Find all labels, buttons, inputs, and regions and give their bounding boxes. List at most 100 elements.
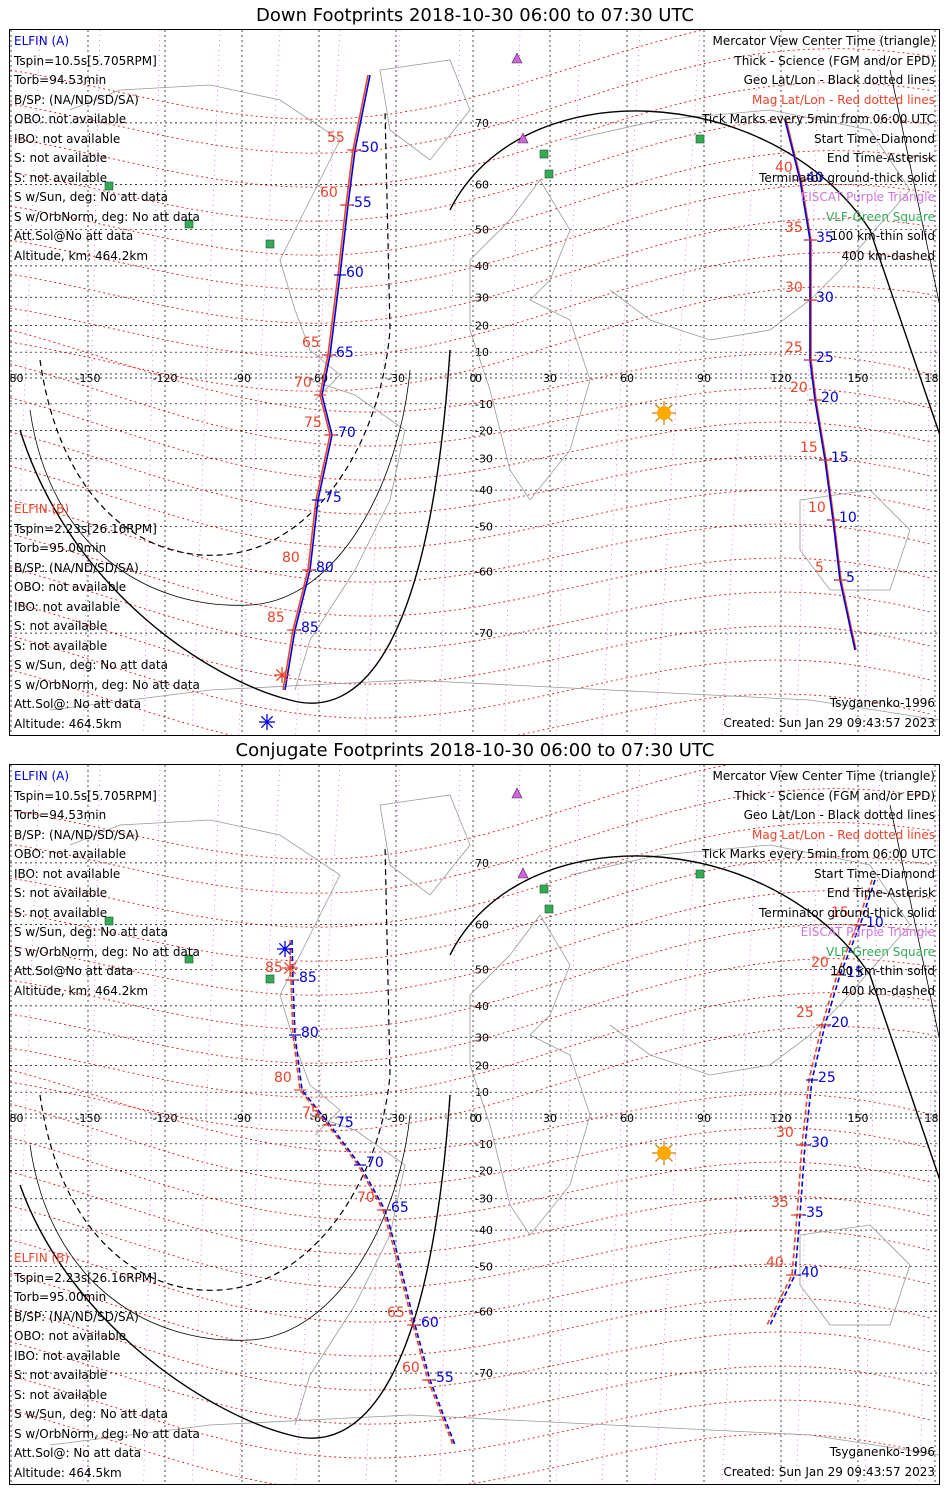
info-line: Att.Sol@: No att data — [14, 1446, 142, 1460]
info-line: Mercator View Center Time (triangle) — [712, 34, 935, 48]
lon-label: -150 — [76, 1112, 101, 1125]
created-label: Created: Sun Jan 29 09:43:57 2023 — [723, 1464, 935, 1479]
elfin-a-tick-label: 40 — [806, 170, 824, 186]
lat-label: 70 — [475, 857, 489, 870]
mag-lon-line — [721, 765, 761, 1484]
lon-label: 60 — [620, 1112, 634, 1125]
info-line: EISCAT Purple Triangle — [800, 190, 935, 204]
elfin-b-tick-label: 40 — [775, 160, 793, 176]
lat-label: 0 — [475, 1112, 482, 1125]
mag-lon-line — [601, 765, 641, 1484]
mag-lat-line — [10, 397, 931, 481]
elfin-b-info: ELFIN (B) Tspin=2.23s[26.16RPM] Torb=95.00… — [14, 1249, 200, 1483]
eiscat-triangle — [511, 52, 523, 64]
mag-lat-line — [10, 252, 931, 358]
sun-ray — [668, 404, 673, 409]
lat-label: -50 — [475, 1261, 493, 1274]
info-line: S w/Sun, deg: No att data — [14, 658, 168, 672]
lon-label: -30 — [387, 372, 405, 385]
mag-grid — [10, 30, 939, 735]
lon-label: 30 — [543, 372, 557, 385]
sun-ray — [655, 404, 660, 409]
mag-lat-line — [10, 1137, 931, 1221]
info-line: Thick - Science (FGM and/or EPD) — [734, 788, 935, 803]
info-line: Att.Sol@No att data — [14, 964, 134, 978]
mag-lat-line — [10, 1273, 931, 1357]
mag-lat-line — [10, 431, 931, 515]
lat-label: 70 — [475, 117, 489, 130]
legend: Mercator View Center Time (triangle) Thic… — [702, 32, 935, 266]
info-line: S: not available — [14, 619, 108, 633]
info-line: End Time-Asterisk — [826, 886, 935, 900]
elfin-a-info: ELFIN (A) Tspin=10.5s[5.705RPM] Torb=94.53… — [14, 32, 200, 266]
sun-disk — [657, 1146, 671, 1160]
elfin-a-tick-label: 70 — [366, 1155, 384, 1171]
info-line: Tspin=2.23s[26.16RPM] — [14, 521, 157, 536]
elfin-b-tick-label: 15 — [800, 440, 818, 456]
info-line: Tspin=10.5s[5.705RPM] — [14, 53, 157, 68]
alt-100km-line — [889, 69, 939, 304]
sun-ray — [668, 417, 673, 422]
mag-lat-line — [10, 533, 931, 617]
info-line: Torb=94.53min — [14, 73, 107, 87]
mag-lat-line — [10, 1341, 931, 1425]
info-line: Altitude: 464.5km — [14, 1465, 122, 1480]
coastline — [469, 179, 591, 501]
lat-label: 10 — [475, 346, 489, 359]
elfin-a-tick-label: 25 — [818, 1070, 836, 1086]
asterisk-stroke — [260, 715, 274, 729]
mag-lon-line — [504, 765, 521, 1484]
alt-100km-line — [29, 369, 411, 606]
lon-label: 120 — [771, 1112, 792, 1125]
lat-label: 0 — [475, 372, 482, 385]
info-line: 400 km-dashed — [841, 983, 935, 998]
mag-lat-line — [10, 765, 730, 860]
elfin-a-tick-label: 30 — [816, 290, 834, 306]
info-line: Tick Marks every 5min from 06:00 UTC — [701, 847, 935, 861]
mag-lat-line — [10, 1307, 931, 1391]
elfin-b-tick-label: 30 — [785, 280, 803, 296]
mag-lat-line — [10, 788, 931, 894]
elfin-a-tick-label: 80 — [301, 1025, 319, 1041]
lon-label: -180 — [10, 372, 23, 385]
info-line: S w/OrbNorm, deg: No att data — [14, 209, 200, 224]
map-canvas-conjugate: -180-150-120-90-60-300306090120150180706… — [10, 765, 939, 1484]
info-line: OBO: not available — [14, 1329, 127, 1343]
info-line: S w/OrbNorm, deg: No att data — [14, 1426, 200, 1441]
elfin-a-tick-label: 85 — [299, 970, 317, 986]
elfin-b-tick-label: 70 — [357, 1190, 375, 1206]
model-label: Tsyganenko-1996 — [829, 695, 935, 710]
asterisk-stroke — [275, 668, 289, 682]
info-line: B/SP: (NA/ND/SD/SA) — [14, 1309, 139, 1324]
info-line: VLF-Green Square — [826, 944, 935, 959]
lon-label: 0 — [470, 372, 477, 385]
lat-label: 50 — [475, 223, 489, 236]
elfin-b-tick-label: 65 — [387, 1305, 405, 1321]
info-line: Mercator View Center Time (triangle) — [712, 769, 935, 783]
info-line: S w/OrbNorm, deg: No att data — [14, 944, 200, 959]
elfin-b-track — [289, 939, 454, 1446]
info-line: 100 km-thin solid — [830, 964, 935, 978]
lon-label: 90 — [697, 1112, 711, 1125]
info-line: ELFIN (B) — [14, 502, 70, 516]
vlf-square — [265, 239, 275, 249]
mag-lat-line — [10, 465, 931, 549]
mag-lat-line — [10, 48, 931, 154]
info-line: 100 km-thin solid — [830, 229, 935, 243]
lat-label: 60 — [475, 178, 489, 191]
info-line: S w/OrbNorm, deg: No att data — [14, 677, 200, 692]
alt-400km-line — [39, 109, 391, 556]
lat-label: -70 — [475, 627, 493, 640]
coastline — [294, 1114, 406, 1426]
info-line: B/SP: (NA/ND/SD/SA) — [14, 560, 139, 575]
lat-label: 30 — [475, 291, 489, 304]
sun-icon — [652, 401, 676, 425]
elfin-a-tick-label: 10 — [839, 510, 857, 526]
vlf-square — [539, 884, 549, 894]
elfin-a-tick-label: 75 — [336, 1115, 354, 1131]
lon-label: 120 — [771, 372, 792, 385]
info-line: Altitude, km: 464.2km — [14, 248, 149, 263]
vlf-square — [104, 181, 114, 191]
mag-lat-line — [10, 329, 931, 413]
lat-label: -70 — [475, 1367, 493, 1380]
